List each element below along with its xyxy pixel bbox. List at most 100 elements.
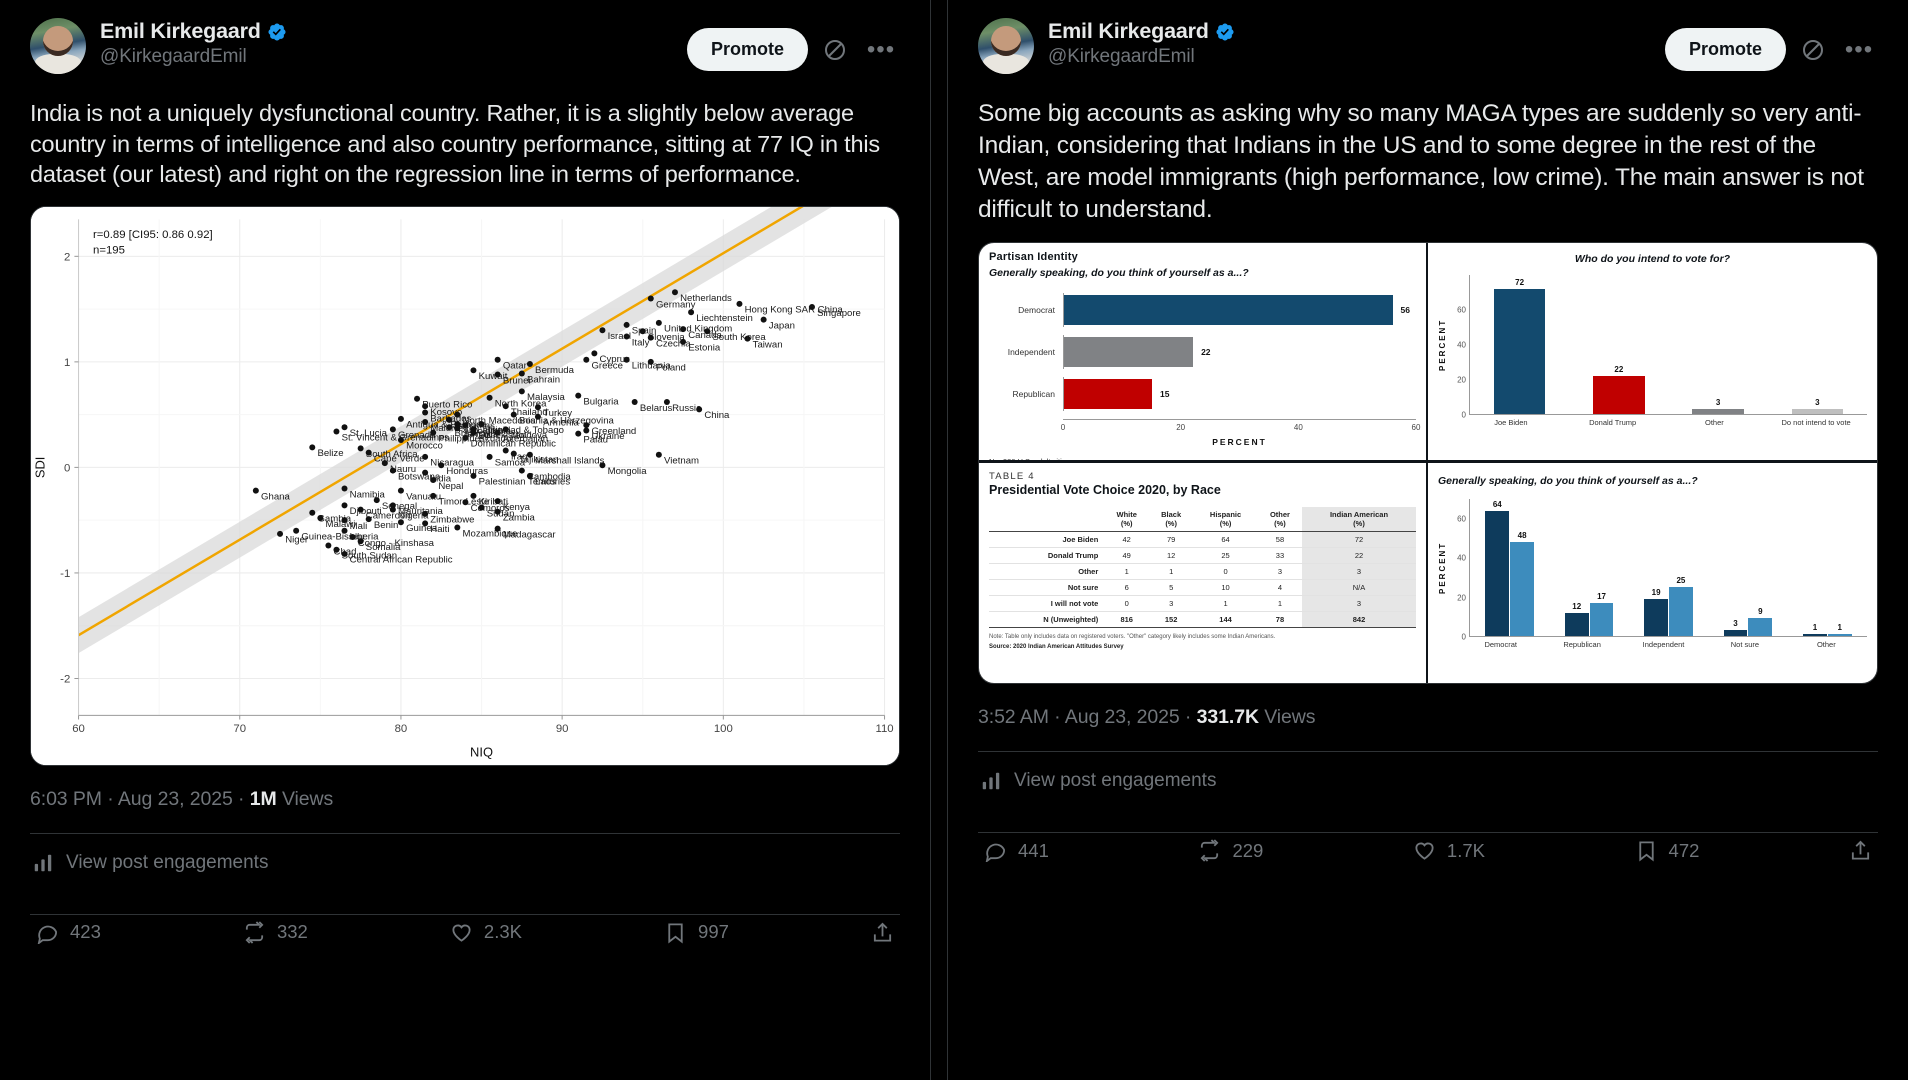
y-tick: 60: [1457, 305, 1466, 315]
author-display-name[interactable]: Emil Kirkegaard: [1048, 19, 1209, 43]
svg-text:South Africa: South Africa: [366, 449, 418, 460]
table-cell: 152: [1149, 611, 1194, 628]
tweet-actions-bar: 441 229 1.7K: [978, 833, 1878, 862]
bar-group: 64 48: [1470, 499, 1549, 636]
repost-button[interactable]: 229: [1198, 839, 1263, 862]
author-handle[interactable]: @KirkegaardEmil: [100, 46, 247, 67]
svg-text:Bosnia & Herzegovina: Bosnia & Herzegovina: [519, 415, 615, 426]
divider-2: [30, 913, 900, 915]
repost-button[interactable]: 332: [243, 920, 308, 944]
bookmark-button[interactable]: 472: [1635, 839, 1699, 862]
svg-text:Nepal: Nepal: [438, 480, 463, 491]
svg-text:Somalia: Somalia: [366, 542, 401, 553]
svg-text:Estonia: Estonia: [688, 342, 721, 353]
table-cell: N/A: [1302, 579, 1416, 596]
like-button[interactable]: 2.3K: [450, 921, 522, 944]
hbar-category-label: Republican: [1012, 389, 1055, 399]
more-options-icon[interactable]: •••: [1840, 31, 1878, 69]
avatar[interactable]: [978, 18, 1034, 74]
svg-text:United Kingdom: United Kingdom: [664, 323, 732, 334]
x-category-label: Not sure: [1730, 640, 1760, 649]
svg-text:Sri Lanka: Sri Lanka: [463, 424, 504, 435]
x-category-label: Independent: [1642, 640, 1685, 649]
svg-text:Tajikistan: Tajikistan: [519, 454, 558, 465]
bar: 1: [1803, 623, 1827, 636]
svg-text:Brazil: Brazil: [454, 428, 478, 439]
avatar[interactable]: [30, 18, 86, 74]
hbar-category-label: Democrat: [1018, 305, 1055, 315]
not-interested-icon[interactable]: [1794, 31, 1832, 69]
author-handle[interactable]: @KirkegaardEmil: [1048, 46, 1195, 67]
more-options-icon[interactable]: •••: [862, 31, 900, 69]
x-category-label: Joe Biden: [1494, 418, 1528, 427]
svg-text:Armenia: Armenia: [543, 417, 579, 428]
table-cell: 10: [1193, 579, 1258, 596]
svg-text:Zimbabwe: Zimbabwe: [430, 514, 474, 525]
svg-text:Namibia: Namibia: [350, 489, 386, 500]
svg-text:Dominican Republic: Dominican Republic: [471, 438, 557, 449]
svg-text:Taiwan: Taiwan: [753, 339, 783, 350]
svg-text:1: 1: [64, 357, 70, 369]
table-cell: 842: [1302, 611, 1416, 628]
repost-count: 229: [1232, 839, 1264, 861]
svg-text:Bahamas: Bahamas: [454, 420, 495, 431]
survey-four-panel-figure: Partisan Identity Generally speaking, do…: [979, 243, 1877, 683]
hbar-fill: [1064, 379, 1152, 409]
hbar-fill: [1064, 295, 1393, 325]
author-display-name[interactable]: Emil Kirkegaard: [100, 19, 261, 43]
svg-text:Mauritania: Mauritania: [398, 506, 443, 517]
author-names: Emil Kirkegaard @KirkegaardEmil: [1048, 18, 1235, 68]
repost-count: 332: [276, 921, 308, 942]
bar: 3: [1692, 398, 1744, 414]
bar: 12: [1564, 602, 1589, 636]
svg-text:Qatar: Qatar: [503, 360, 528, 371]
view-post-engagements-link[interactable]: View post engagements: [978, 752, 1878, 810]
share-button[interactable]: [1849, 839, 1872, 862]
bar-group: 19 25: [1629, 499, 1708, 636]
table-cell: I will not vote: [989, 595, 1105, 612]
bookmark-button[interactable]: 997: [664, 921, 729, 944]
scatter-svg: 60 70 80 90 100 110 -2 -1 0 1 2 NIQ SDI r=0.89 [CI95:…: [31, 206, 899, 765]
table-cell: 79: [1149, 531, 1194, 548]
author-names: Emil Kirkegaard @KirkegaardEmil: [100, 18, 287, 68]
tweet-media-scatter-chart[interactable]: 60 70 80 90 100 110 -2 -1 0 1 2 NIQ SDI r=0.89 [CI95:…: [30, 205, 900, 766]
promote-button[interactable]: Promote: [686, 28, 808, 71]
x-category-label: Republican: [1563, 640, 1601, 649]
bar-group: 3: [1768, 275, 1867, 414]
like-button[interactable]: 1.7K: [1413, 839, 1485, 862]
x-category-label: Other: [1704, 418, 1724, 427]
reply-button[interactable]: 423: [36, 921, 101, 944]
svg-text:Greece: Greece: [591, 360, 622, 371]
tweet-card-right: Emil Kirkegaard @KirkegaardEmil Promote: [948, 0, 1908, 862]
divider-2: [978, 832, 1878, 833]
view-post-engagements-link[interactable]: View post engagements: [30, 834, 900, 892]
svg-text:Brunei: Brunei: [503, 375, 531, 386]
views-label: Views: [276, 787, 334, 810]
engagements-label: View post engagements: [66, 851, 269, 873]
table-header-row: White (%) Black (%) Hispanic (%) Other (%) India…: [989, 507, 1416, 532]
x-category-label: Do not intend to vote: [1781, 418, 1851, 427]
svg-text:Poland: Poland: [656, 362, 686, 373]
svg-text:Central African Republic: Central African Republic: [350, 554, 453, 565]
svg-text:Germany: Germany: [656, 299, 696, 310]
svg-text:Azerbaijan: Azerbaijan: [503, 433, 548, 444]
svg-text:Zambia: Zambia: [503, 512, 536, 523]
svg-text:80: 80: [395, 722, 408, 734]
x-tick: 40: [1293, 423, 1303, 432]
bar-value-label: 72: [1515, 277, 1525, 287]
tweet-media-survey-figure[interactable]: Partisan Identity Generally speaking, do…: [978, 242, 1878, 684]
promote-button[interactable]: Promote: [1664, 28, 1786, 71]
share-button[interactable]: [871, 921, 894, 944]
reply-count: 423: [70, 921, 101, 942]
y-tick: 60: [1457, 514, 1466, 524]
bar-value-label: 64: [1492, 499, 1502, 509]
bar: 17: [1589, 592, 1614, 636]
like-count: 1.7K: [1446, 839, 1485, 861]
svg-text:Maldives: Maldives: [430, 422, 468, 433]
svg-text:St. Lucia: St. Lucia: [350, 428, 388, 439]
share-icon: [1851, 840, 1870, 860]
left-tweet-column: Emil Kirkegaard @KirkegaardEmil Promote: [0, 0, 930, 1080]
reply-button[interactable]: 441: [984, 839, 1049, 862]
not-interested-icon[interactable]: [816, 31, 854, 69]
